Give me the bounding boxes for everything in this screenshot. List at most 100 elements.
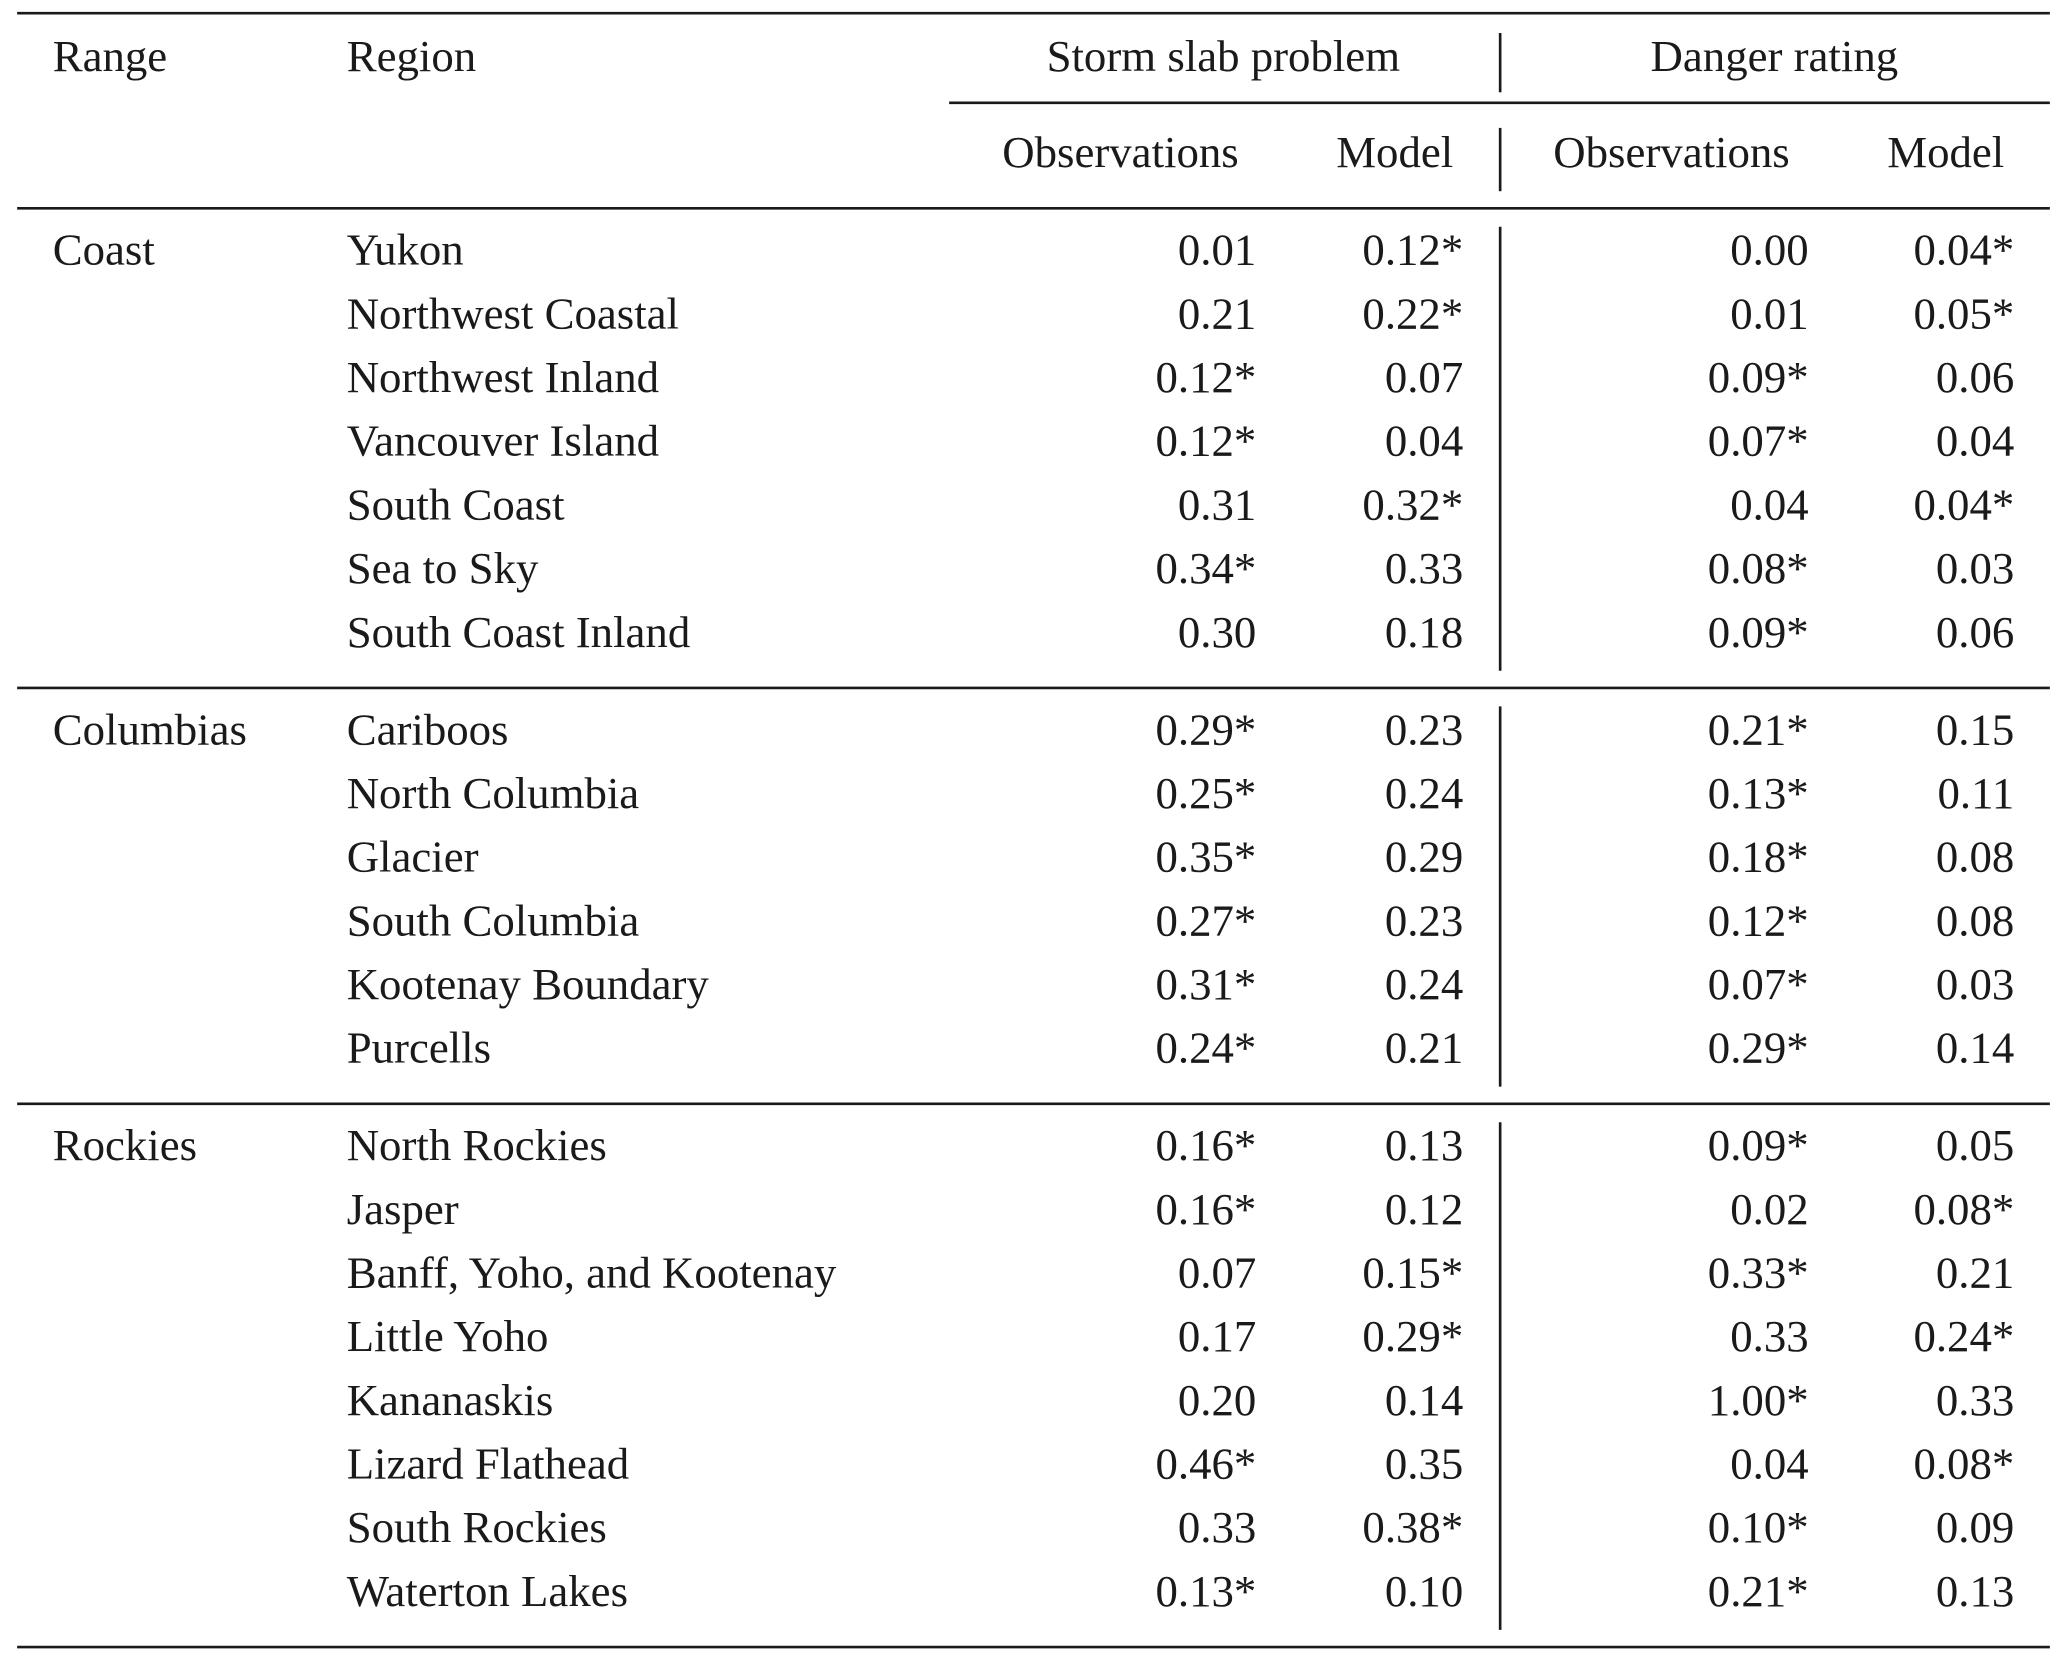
- value-cell: 0.21: [1178, 288, 1256, 338]
- value-cell: 0.21*: [1708, 1566, 1809, 1616]
- value-cell: 0.13*: [1155, 1566, 1256, 1616]
- value-cell: 0.29*: [1155, 704, 1256, 754]
- value-cell: 0.22*: [1362, 288, 1463, 338]
- value-cell: 0.07*: [1708, 959, 1809, 1009]
- region-cell: South Coast Inland: [347, 607, 691, 657]
- value-cell: 0.34*: [1155, 543, 1256, 593]
- value-cell: 0.24*: [1155, 1023, 1256, 1073]
- value-cell: 0.12*: [1155, 416, 1256, 466]
- value-cell: 0.12*: [1708, 895, 1809, 945]
- value-cell: 0.24*: [1913, 1311, 2014, 1361]
- value-cell: 0.21: [1385, 1023, 1463, 1073]
- range-cell: Rockies: [53, 1120, 197, 1170]
- value-cell: 0.03: [1936, 543, 2014, 593]
- value-cell: 0.29*: [1362, 1311, 1463, 1361]
- value-cell: 1.00*: [1708, 1375, 1809, 1425]
- value-cell: 0.04: [1385, 416, 1463, 466]
- value-cell: 0.10: [1385, 1566, 1463, 1616]
- value-cell: 0.24: [1385, 959, 1463, 1009]
- value-cell: 0.18: [1385, 607, 1463, 657]
- region-cell: South Columbia: [347, 895, 640, 945]
- value-cell: 0.14: [1385, 1375, 1463, 1425]
- value-cell: 0.04: [1730, 479, 1808, 529]
- value-cell: 0.18*: [1708, 832, 1809, 882]
- value-cell: 0.23: [1385, 704, 1463, 754]
- value-cell: 0.20: [1178, 1375, 1256, 1425]
- value-cell: 0.33: [1178, 1502, 1256, 1552]
- value-cell: 0.15*: [1362, 1248, 1463, 1298]
- value-cell: 0.08*: [1708, 543, 1809, 593]
- value-cell: 0.12: [1385, 1184, 1463, 1234]
- value-cell: 0.12*: [1155, 352, 1256, 402]
- range-cell: Columbias: [53, 704, 247, 754]
- header-cell: Range: [53, 31, 167, 81]
- value-cell: 0.08: [1936, 895, 2014, 945]
- value-cell: 0.07*: [1708, 416, 1809, 466]
- value-cell: 0.23: [1385, 895, 1463, 945]
- value-cell: 0.04: [1730, 1439, 1808, 1489]
- value-cell: 0.09*: [1708, 607, 1809, 657]
- sub-header: Model: [1887, 127, 2004, 177]
- value-cell: 0.10*: [1708, 1502, 1809, 1552]
- region-cell: North Columbia: [347, 768, 640, 818]
- value-cell: 0.33*: [1708, 1248, 1809, 1298]
- region-cell: Purcells: [347, 1023, 491, 1073]
- value-cell: 0.30: [1178, 607, 1256, 657]
- value-cell: 0.08*: [1913, 1439, 2014, 1489]
- value-cell: 0.07: [1178, 1248, 1256, 1298]
- group-header: Storm slab problem: [1047, 31, 1401, 81]
- sub-header: Observations: [1002, 127, 1238, 177]
- region-cell: Little Yoho: [347, 1311, 549, 1361]
- sub-header: Observations: [1553, 127, 1789, 177]
- region-cell: Kananaskis: [347, 1375, 554, 1425]
- value-cell: 0.46*: [1155, 1439, 1256, 1489]
- value-cell: 0.02: [1730, 1184, 1808, 1234]
- region-cell: South Coast: [347, 479, 565, 529]
- value-cell: 0.29: [1385, 832, 1463, 882]
- value-cell: 0.31: [1178, 479, 1256, 529]
- region-cell: Yukon: [347, 225, 464, 275]
- region-cell: Kootenay Boundary: [347, 959, 710, 1009]
- value-cell: 0.15: [1936, 704, 2014, 754]
- value-cell: 0.24: [1385, 768, 1463, 818]
- value-cell: 0.21: [1936, 1248, 2014, 1298]
- value-cell: 0.38*: [1362, 1502, 1463, 1552]
- value-cell: 0.06: [1936, 352, 2014, 402]
- group-header: Danger rating: [1651, 31, 1899, 81]
- value-cell: 0.11: [1938, 768, 2015, 818]
- region-cell: Jasper: [347, 1184, 459, 1234]
- value-cell: 0.07: [1385, 352, 1463, 402]
- value-cell: 0.01: [1730, 288, 1808, 338]
- value-cell: 0.09: [1936, 1502, 2014, 1552]
- range-cell: Coast: [53, 225, 156, 275]
- value-cell: 0.04: [1936, 416, 2014, 466]
- region-cell: North Rockies: [347, 1120, 607, 1170]
- sub-header: Model: [1336, 127, 1453, 177]
- region-cell: Banff, Yoho, and Kootenay: [347, 1248, 837, 1298]
- header-cell: Region: [347, 31, 476, 81]
- value-cell: 0.17: [1178, 1311, 1256, 1361]
- region-cell: Sea to Sky: [347, 543, 539, 593]
- value-cell: 0.05*: [1913, 288, 2014, 338]
- value-cell: 0.16*: [1155, 1120, 1256, 1170]
- region-cell: Lizard Flathead: [347, 1439, 629, 1489]
- region-cell: Glacier: [347, 832, 479, 882]
- value-cell: 0.31*: [1155, 959, 1256, 1009]
- region-cell: Vancouver Island: [347, 416, 659, 466]
- value-cell: 0.13: [1385, 1120, 1463, 1170]
- value-cell: 0.33: [1385, 543, 1463, 593]
- region-cell: Cariboos: [347, 704, 509, 754]
- value-cell: 0.32*: [1362, 479, 1463, 529]
- region-cell: South Rockies: [347, 1502, 607, 1552]
- value-cell: 0.00: [1730, 225, 1808, 275]
- value-cell: 0.03: [1936, 959, 2014, 1009]
- region-cell: Waterton Lakes: [347, 1566, 628, 1616]
- value-cell: 0.13: [1936, 1566, 2014, 1616]
- value-cell: 0.29*: [1708, 1023, 1809, 1073]
- region-cell: Northwest Inland: [347, 352, 659, 402]
- value-cell: 0.09*: [1708, 1120, 1809, 1170]
- value-cell: 0.13*: [1708, 768, 1809, 818]
- value-cell: 0.04*: [1913, 479, 2014, 529]
